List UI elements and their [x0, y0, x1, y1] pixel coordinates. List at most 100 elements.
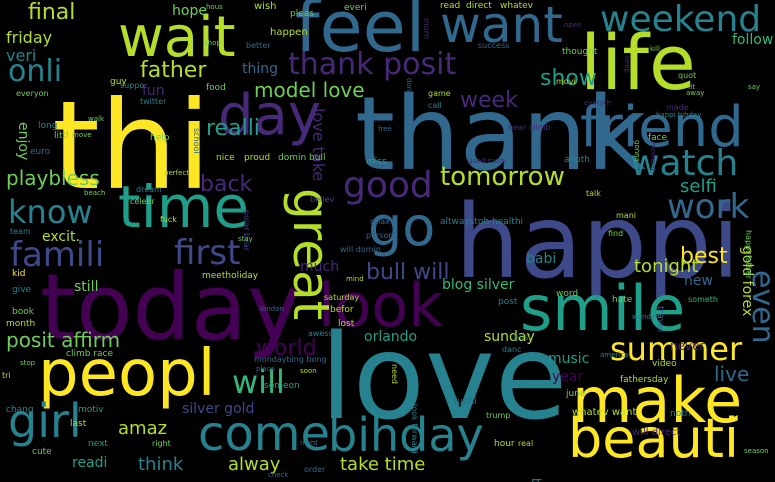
word-danc: danc — [502, 345, 522, 354]
word-new: new — [684, 273, 713, 289]
word-tri: tri — [2, 371, 11, 380]
word-selfi: selfi — [680, 176, 717, 197]
word-final: final — [28, 0, 76, 25]
word-proud: proud — [244, 153, 271, 163]
word-feel: feel — [295, 0, 426, 68]
word-today: today — [40, 254, 302, 361]
word-book: book — [12, 307, 34, 317]
word-need: need — [390, 364, 399, 384]
word-june: june — [566, 389, 586, 399]
word-night: night — [300, 439, 319, 447]
word-someon: someon — [264, 381, 300, 391]
word-come: come — [198, 406, 331, 462]
word-fit: fit — [688, 83, 696, 91]
word-everi: everi — [344, 3, 367, 13]
word-twitter: twitter — [140, 97, 167, 106]
word-beach: beach — [84, 189, 106, 197]
word-motiv: motiv — [78, 405, 104, 415]
word-awesom: awesom — [308, 329, 342, 338]
word-love: love — [320, 308, 568, 446]
word-will-domin: will domin — [340, 245, 381, 254]
word-mind: mind — [346, 275, 364, 283]
word-season: season — [744, 447, 769, 455]
word-enjoy: enjoy — [15, 122, 31, 161]
word-cute: cute — [32, 447, 52, 457]
word-face: face — [648, 133, 668, 143]
word-bull-will: bull will — [366, 260, 450, 285]
word-hour: hour — [494, 439, 515, 449]
word-look-forward: look forward — [410, 404, 419, 454]
word-funni: funni — [454, 397, 477, 407]
word-whatev-want: whatev want — [572, 407, 637, 418]
word-go: go — [368, 195, 436, 258]
word-altwaystoh-healthi: altwaystoh healthi — [440, 217, 524, 227]
word-noth: noth — [670, 409, 691, 419]
word-babi: babi — [526, 251, 557, 267]
word-euro: euro — [30, 147, 51, 157]
word-will: will — [232, 363, 285, 401]
word-saturday: saturday — [324, 293, 360, 302]
word-weekend: weekend — [600, 0, 762, 40]
word-day: day — [218, 83, 322, 148]
word-pleas: pleas — [290, 9, 314, 19]
word-london: london — [260, 305, 284, 313]
word-quot: quot — [678, 71, 697, 80]
word-amaz: amaz — [118, 418, 168, 439]
word-work: work — [667, 187, 750, 227]
word-orlando: orlando — [364, 329, 418, 345]
word-will-direct: will direct — [632, 427, 681, 438]
word-person: person — [366, 231, 394, 240]
word-trump: trump — [486, 411, 511, 420]
word-made: made — [666, 103, 689, 112]
word-america: america — [600, 351, 629, 359]
word-alway: alway — [228, 454, 281, 475]
word-back: back — [200, 172, 253, 197]
word-time: time — [118, 173, 250, 241]
word-believ: believ — [310, 195, 335, 204]
word-bear-climb: bear climb — [508, 123, 551, 132]
word-happi-bihday: happi bihday — [656, 111, 702, 119]
word-good-morn: good morn — [468, 157, 506, 165]
word-still: still — [74, 279, 99, 295]
word-blog-silver: blog silver — [442, 277, 515, 293]
word-team: team — [10, 227, 31, 236]
word-readi: readi — [72, 455, 108, 471]
word-free: free — [378, 125, 392, 133]
word-last: last — [70, 419, 87, 429]
word-whatev: whatev — [500, 1, 533, 11]
word-post: post — [498, 297, 518, 307]
word-say: say — [748, 83, 761, 91]
word-everyth: everyth — [584, 99, 611, 107]
word-veri: veri — [6, 46, 37, 65]
word-next: next — [88, 439, 108, 449]
word-silver-gold: silver gold — [182, 401, 255, 417]
word-guy: guy — [110, 77, 127, 87]
word-never: never — [670, 339, 705, 353]
word-bihday: bihday — [328, 408, 484, 462]
word-chang: chang — [6, 405, 34, 415]
word-first: first — [174, 233, 241, 273]
word-excit-: excit. — [42, 229, 80, 245]
word-good: good — [343, 165, 433, 206]
word-mondaybing-bong: mondaybing bong — [254, 355, 327, 364]
word-wish: wish — [254, 1, 277, 12]
word-summer: summer — [610, 330, 743, 368]
word-polar-bear: polar bear — [242, 210, 251, 252]
word-thi: thi — [52, 75, 212, 217]
word-dream: dream — [136, 185, 162, 194]
word-watch: watch — [630, 143, 739, 184]
word-miss: miss — [366, 157, 387, 167]
word-busi: busi — [514, 333, 531, 342]
word-anoth: anoth — [564, 155, 590, 165]
word-realli: realli — [206, 116, 260, 141]
word-think: think — [138, 454, 184, 475]
word-posit-affirm: posit affirm — [6, 328, 121, 352]
word-school: school — [192, 128, 201, 154]
word-kill: kill — [650, 45, 660, 53]
word-lost: lost — [338, 319, 355, 329]
word-know: know — [8, 193, 93, 231]
word-peopl: peopl — [38, 337, 216, 411]
word-hous: hous — [206, 3, 223, 11]
word-music: music — [548, 351, 590, 367]
word-keep: keep — [623, 56, 631, 73]
